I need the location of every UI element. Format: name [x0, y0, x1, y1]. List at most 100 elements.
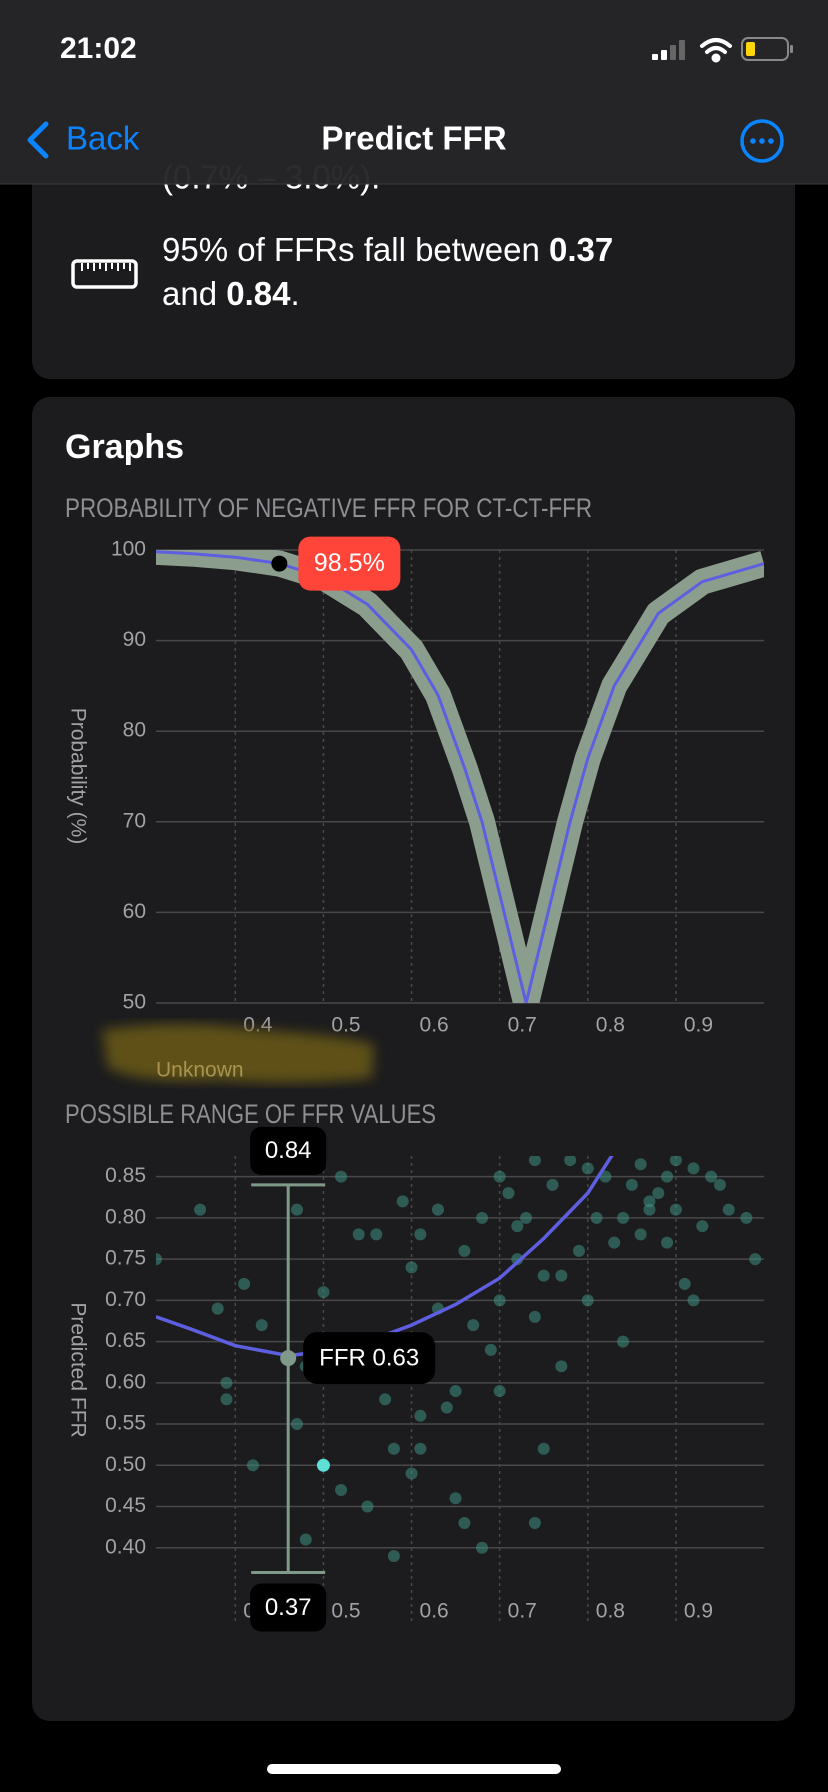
- back-label[interactable]: Back: [66, 120, 140, 157]
- scatter-point: [669, 1203, 682, 1216]
- scatter-point: [387, 1550, 400, 1563]
- scatter-point: [476, 1541, 489, 1554]
- scatter-point: [335, 1484, 348, 1497]
- scatter-point: [220, 1393, 233, 1406]
- scatter-point: [661, 1236, 674, 1249]
- y-tick-label: 50: [123, 991, 146, 1014]
- y-tick-label: 0.65: [105, 1329, 146, 1352]
- x-tick-label: 0.5: [331, 1014, 360, 1037]
- scatter-point: [414, 1228, 427, 1241]
- scatter-point: [537, 1269, 550, 1282]
- scatter-point: [687, 1162, 700, 1175]
- scatter-point: [687, 1294, 700, 1307]
- tooltip: [298, 536, 401, 591]
- home-indicator: [267, 1764, 561, 1774]
- y-tick-label: 80: [123, 719, 146, 742]
- scatter-point: [528, 1517, 541, 1530]
- scatter-point: [458, 1517, 471, 1530]
- wifi-icon: [700, 38, 732, 63]
- scatter-point: [749, 1253, 762, 1266]
- chart-title: POSSIBLE RANGE OF FFR VALUES: [65, 1099, 436, 1129]
- scatter-point: [696, 1220, 709, 1233]
- text: 95% of FFRs fall between: [162, 231, 549, 268]
- scatter-point: [528, 1156, 541, 1167]
- scatter-point: [335, 1170, 348, 1183]
- more-button[interactable]: [740, 119, 784, 163]
- scatter-point: [405, 1261, 418, 1274]
- scatter-point: [564, 1156, 577, 1167]
- highlight-smear: [102, 1024, 374, 1083]
- scatter-point: [511, 1220, 524, 1233]
- scatter-point: [537, 1442, 550, 1455]
- y-tick-label: 0.75: [105, 1247, 146, 1270]
- scatter-point: [194, 1203, 207, 1216]
- chart-title: PROBABILITY OF NEGATIVE FFR FOR CT-CT-FF…: [65, 493, 592, 523]
- badge: [250, 1583, 327, 1632]
- text: and: [162, 275, 226, 312]
- scatter-point: [405, 1467, 418, 1480]
- scatter-point: [484, 1343, 497, 1356]
- back-chevron[interactable]: [27, 121, 49, 159]
- chart: 0.40 0.45 0.50 0.55 0.60 0.65 0.70 0.75 0.80 0.85…: [105, 1126, 764, 1632]
- scatter-point: [211, 1302, 224, 1315]
- line: [156, 550, 764, 1003]
- scatter-point: [387, 1442, 400, 1455]
- nav-title: Predict FFR: [321, 120, 506, 157]
- text-bold: 0.37: [549, 231, 613, 268]
- scatter-point: [502, 1187, 515, 1200]
- high-label: 0.84: [265, 1137, 312, 1164]
- scatter-point: [599, 1170, 612, 1183]
- scatter-point: [643, 1195, 656, 1208]
- y-axis-title: Predicted FFR: [66, 1302, 89, 1437]
- scatter-point: [713, 1178, 726, 1191]
- tooltip-label: 98.5%: [314, 549, 385, 577]
- y-tick-label: 70: [123, 809, 146, 832]
- y-axis-title: Probability (%): [66, 708, 89, 845]
- scatter-point: [546, 1178, 559, 1191]
- scatter-point: [238, 1277, 251, 1290]
- plot-area: [156, 550, 764, 1003]
- y-tick-label: 90: [123, 628, 146, 651]
- badge: [250, 1126, 327, 1175]
- scatter-point: [220, 1376, 233, 1389]
- scatter-point: [572, 1244, 585, 1257]
- scatter-point: [678, 1277, 691, 1290]
- x-tick-label: 0.7: [508, 1014, 537, 1037]
- scatter-point: [317, 1286, 330, 1299]
- annotation: Unknown: [156, 1059, 244, 1082]
- scatter-point: [722, 1203, 735, 1216]
- scatter-point: [379, 1393, 392, 1406]
- prediction-label: FFR 0.63: [319, 1344, 419, 1371]
- scatter-point: [449, 1385, 462, 1398]
- badge: [303, 1332, 436, 1385]
- scatter-point: [555, 1360, 568, 1373]
- scatter-point: [414, 1409, 427, 1422]
- x-tick-label: 0.5: [331, 1600, 360, 1623]
- x-tick-label: 0.6: [420, 1014, 449, 1037]
- x-tick-label: 0.7: [508, 1600, 537, 1623]
- scatter-point: [493, 1385, 506, 1398]
- scatter-point: [590, 1211, 603, 1224]
- scatter-point: [440, 1401, 453, 1414]
- ruler-icon: [71, 259, 138, 289]
- scatter-point: [634, 1228, 647, 1241]
- back-button[interactable]: Back: [27, 120, 140, 159]
- scatter-point: [740, 1211, 753, 1224]
- scatter-point: [255, 1319, 268, 1332]
- scatter-point: [370, 1228, 383, 1241]
- scatter-point: [581, 1162, 594, 1175]
- scatter-point: [581, 1294, 594, 1307]
- scatter-point: [528, 1310, 541, 1323]
- y-tick-label: 100: [111, 538, 146, 561]
- scatter-point: [643, 1203, 656, 1216]
- x-tick-label: 0.8: [596, 1014, 625, 1037]
- range-text: 95% of FFRs fall between 0.37 and 0.84.: [0, 0, 659, 312]
- scatter-point: [493, 1294, 506, 1307]
- scatter-point: [652, 1187, 665, 1200]
- scatter-point: [493, 1170, 506, 1183]
- x-tick-label: 0.6: [420, 1600, 449, 1623]
- nav-bar: [0, 0, 828, 184]
- scatter-point: [299, 1533, 312, 1546]
- scatter-point: [458, 1244, 471, 1257]
